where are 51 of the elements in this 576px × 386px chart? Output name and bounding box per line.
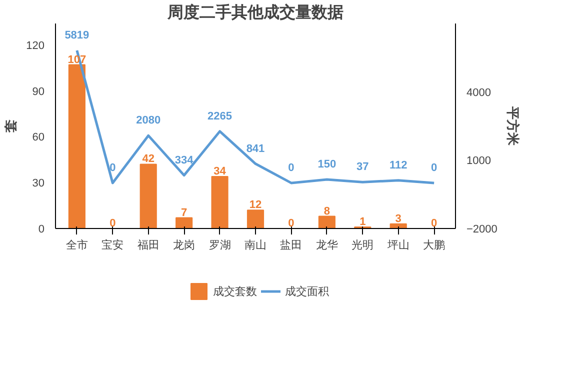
x-tick-label: 大鹏 [423,238,446,252]
data-label: 3 [395,212,402,225]
x-tick-label: 罗湖 [208,240,231,252]
data-label: 34 [214,165,227,178]
data-label: 0 [431,162,438,174]
data-label: 7 [181,206,188,219]
data-label: 1 [360,216,366,228]
data-label: 112 [389,159,408,172]
x-tick-label: 龙华 [316,238,338,252]
data-label: 2080 [136,114,161,127]
y2-axis-title: 平方米 [505,106,520,146]
y2-tick-label: 4000 [466,86,491,99]
bar [176,217,193,228]
y-tick-label: 30 [32,178,45,190]
data-label: 37 [356,161,369,174]
x-tick-label: 光明 [352,238,374,252]
bar [211,176,228,228]
data-label: 0 [431,218,438,230]
y2-tick-label: −2000 [466,224,498,236]
x-tick-label: 南山 [244,238,266,252]
data-label: 0 [110,162,116,174]
y2-tick-label: 1000 [466,155,491,168]
legend-label: 成交套数 [213,284,257,298]
x-tick-label: 龙岗 [173,238,196,252]
x-tick-label: 坪山 [386,238,410,252]
data-label: 334 [174,154,194,166]
data-label: 8 [324,205,330,218]
data-label: 0 [288,162,294,174]
y-tick-label: 120 [26,40,45,52]
data-label: 5819 [64,29,90,42]
data-label: 2265 [208,110,232,122]
x-tick-label: 福田 [137,238,160,252]
data-label: 0 [110,218,116,230]
data-label: 0 [288,218,294,230]
chart-title: 周度二手其他成交量数据 [166,2,344,22]
bar [140,164,157,228]
x-tick-label: 全市 [66,238,88,252]
y-tick-label: 0 [38,224,45,236]
x-tick-label: 宝安 [102,238,124,252]
bar [246,210,264,228]
data-label: 12 [249,199,262,212]
bar [318,216,336,228]
data-label: 42 [142,153,154,166]
x-tick-label: 盐田 [280,238,302,252]
data-label: 841 [246,142,265,155]
y-axis-title: 套 [3,120,18,134]
y-tick-label: 60 [32,132,45,144]
legend-label: 成交面积 [285,284,329,298]
bar [68,64,86,228]
data-label: 150 [318,158,336,171]
y-tick-label: 90 [32,86,45,98]
